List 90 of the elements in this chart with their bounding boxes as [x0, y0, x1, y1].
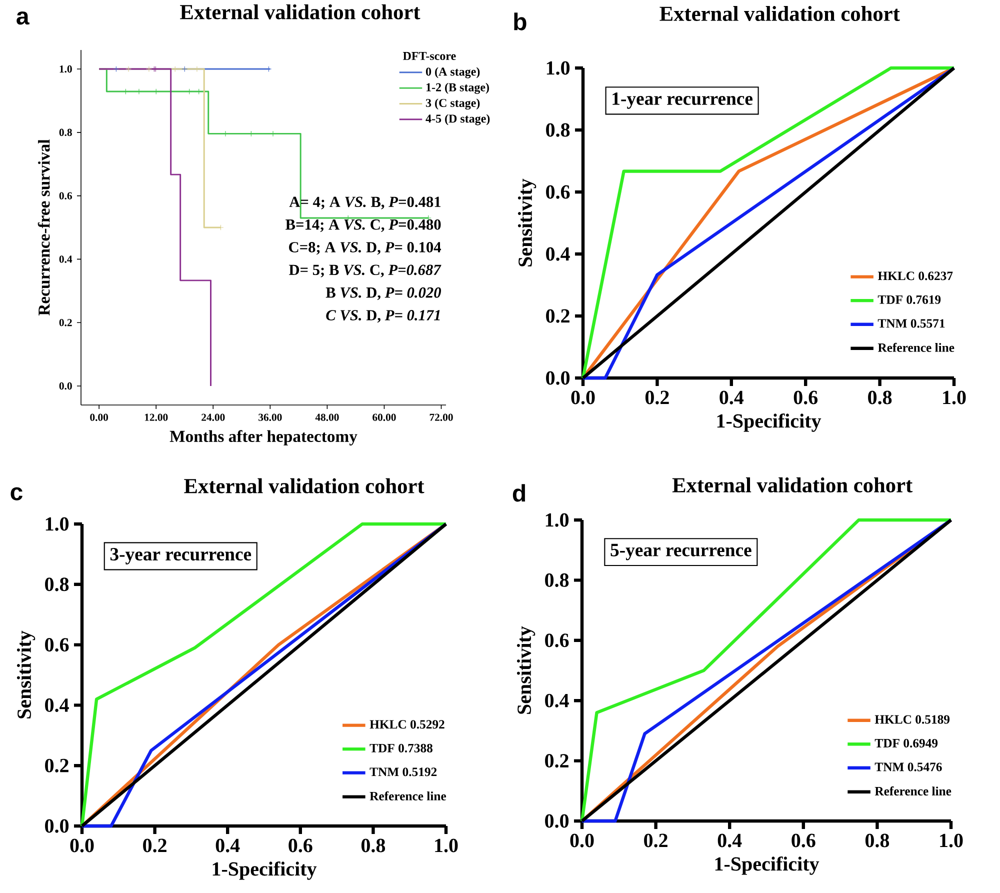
annotation: 3-year recurrence — [110, 548, 252, 564]
x-axis-title: Months after hepatectomy — [170, 430, 358, 446]
y-tick-label: 1.0 — [546, 513, 569, 527]
y-axis-title: Sensitivity — [16, 630, 36, 718]
legend-label: HKLC 0.5292 — [370, 720, 444, 729]
y-tick-label: 0.2 — [59, 318, 72, 326]
y-tick-label: 0.6 — [59, 192, 72, 200]
y-tick-label: 0.4 — [545, 694, 569, 708]
y-tick-label: 0.0 — [546, 371, 570, 385]
annotation: C=8; A VS. D, P= 0.104 — [289, 242, 441, 255]
x-tick-label: 12.00 — [144, 414, 168, 421]
y-tick-label: 0.2 — [45, 758, 68, 772]
x-tick-label: 0.00 — [90, 414, 108, 421]
x-tick-label: 0.6 — [794, 390, 818, 404]
chart-title: External validation cohort — [180, 4, 420, 20]
legend-label: TDF 0.6949 — [874, 738, 938, 748]
y-tick-label: 0.8 — [59, 128, 72, 136]
y-tick-label: 0.4 — [45, 698, 69, 712]
chart-title: External validation cohort — [184, 478, 424, 494]
x-tick-label: 0.4 — [720, 390, 744, 404]
x-tick-label: 0.0 — [571, 390, 595, 404]
annotation: 1-year recurrence — [612, 92, 752, 109]
chart-title: External validation cohort — [672, 477, 913, 492]
y-tick-label: 1.0 — [60, 65, 72, 73]
y-tick-label: 0.6 — [546, 185, 570, 199]
legend-label: TNM 0.5476 — [874, 762, 942, 772]
legend-label: TNM 0.5192 — [370, 768, 437, 776]
y-tick-label: 0.2 — [546, 309, 570, 323]
text: a — [16, 11, 30, 25]
y-tick-label: 0.8 — [546, 123, 570, 137]
legend-label: TDF 0.7619 — [878, 295, 941, 304]
x-tick-label: 24.00 — [202, 414, 225, 421]
annotation: D= 5; B VS. C, P=0.687 — [288, 264, 442, 278]
x-tick-label: 48.00 — [315, 414, 339, 421]
legend-label: TNM 0.5571 — [878, 319, 945, 328]
x-tick-label: 1.0 — [943, 390, 966, 404]
text: c — [10, 487, 22, 500]
y-tick-label: 1.0 — [546, 61, 570, 75]
y-axis-title: Recurrence-free survival — [38, 139, 50, 316]
x-tick-label: 0.8 — [865, 834, 890, 848]
y-tick-label: 0.0 — [45, 819, 69, 833]
legend-label: Reference line — [878, 342, 954, 352]
legend-label: 0 (A stage) — [426, 67, 480, 78]
y-tick-label: 0.8 — [545, 573, 569, 588]
text: b — [514, 12, 526, 30]
x-tick-label: 0.2 — [644, 834, 668, 848]
legend-label: HKLC 0.6237 — [878, 272, 953, 280]
annotation: B VS. D, P= 0.020 — [326, 287, 442, 300]
x-tick-label: 0.6 — [288, 838, 312, 852]
legend-label: 4-5 (D stage) — [426, 114, 490, 126]
x-tick-label: 0.2 — [645, 390, 669, 404]
y-tick-label: 0.0 — [545, 814, 569, 828]
y-tick-label: 0.6 — [45, 638, 69, 652]
annotation: B=14; A VS. C, P=0.480 — [286, 219, 441, 232]
x-tick-label: 0.0 — [70, 838, 94, 852]
x-tick-label: 1.0 — [435, 838, 458, 852]
x-tick-label: 0.8 — [361, 838, 386, 852]
x-tick-label: 0.4 — [216, 838, 240, 852]
y-tick-label: 0.8 — [45, 578, 69, 592]
text: d — [512, 484, 526, 502]
legend-label: HKLC 0.5189 — [874, 715, 950, 724]
y-tick-label: 0.4 — [546, 247, 570, 261]
y-axis-title: Sensitivity — [518, 178, 536, 266]
legend-label: TDF 0.7388 — [370, 744, 432, 752]
annotation: C VS. D, P= 0.171 — [326, 310, 440, 323]
x-axis-title: 1-Specificity — [212, 861, 317, 880]
x-tick-label: 72.00 — [430, 414, 453, 421]
legend-title: DFT-score — [402, 52, 456, 60]
y-tick-label: 1.0 — [46, 517, 69, 531]
legend-label: Reference line — [874, 786, 952, 796]
x-axis-title: 1-Specificity — [715, 856, 820, 875]
y-tick-label: 0.6 — [545, 634, 569, 648]
x-tick-label: 60.00 — [372, 414, 396, 421]
x-tick-label: 36.00 — [258, 414, 282, 421]
y-tick-label: 0.4 — [59, 256, 72, 263]
x-tick-label: 0.0 — [570, 834, 594, 848]
y-tick-label: 0.2 — [545, 754, 568, 768]
x-tick-label: 0.4 — [718, 834, 742, 848]
x-tick-label: 0.2 — [143, 838, 166, 852]
y-axis-title: Sensitivity — [516, 626, 536, 714]
chart-title: External validation cohort — [660, 6, 900, 22]
annotation: 5-year recurrence — [610, 544, 752, 560]
legend-label: Reference line — [370, 791, 446, 800]
x-axis-title: 1-Specificity — [717, 413, 822, 432]
legend-label: 1-2 (B stage) — [426, 82, 489, 94]
x-tick-label: 0.6 — [792, 834, 816, 848]
x-tick-label: 1.0 — [940, 834, 963, 848]
x-tick-label: 0.8 — [868, 390, 892, 404]
legend-label: 3 (C stage) — [426, 98, 480, 110]
y-tick-label: 0.0 — [59, 382, 72, 390]
